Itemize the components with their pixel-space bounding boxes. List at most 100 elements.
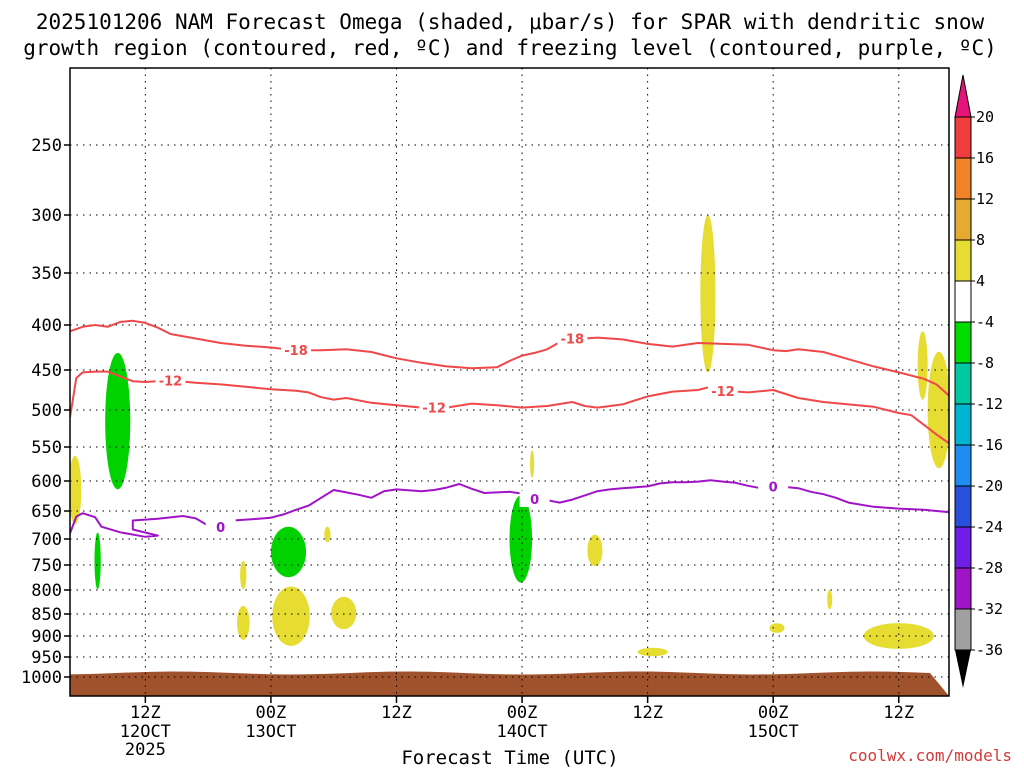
omega-yellow-14: [917, 331, 928, 400]
colorbar-segment: [954, 608, 972, 651]
contour-label-bg: [155, 372, 186, 389]
zero-isotherm-freezing-level: [70, 479, 949, 538]
contour-label-bg: [519, 491, 550, 507]
colorbar-segment: [954, 280, 972, 323]
colorbar-label: -12: [976, 395, 1003, 413]
x-tick-label: 12Z: [883, 703, 914, 723]
colorbar-label: 4: [976, 272, 985, 290]
colorbar-segment: [954, 157, 972, 200]
contour-label-bg: [557, 330, 588, 347]
omega-yellow-2: [240, 560, 247, 590]
omega-green-3: [270, 526, 307, 578]
contour-label: -12: [422, 402, 446, 417]
colorbar-label: 8: [976, 231, 985, 249]
colorbar-label: -4: [976, 313, 994, 331]
plot-frame: [69, 67, 950, 697]
contour-label-bg: [281, 342, 312, 359]
omega-yellow-11: [769, 623, 785, 633]
y-tick-label: 800: [31, 581, 62, 601]
grid: [70, 68, 949, 696]
omega-yellow-1: [70, 455, 82, 525]
omega-yellow-15: [927, 351, 949, 469]
colorbar-segment: [954, 239, 972, 282]
minus-12-isotherm: [70, 370, 949, 445]
y-tick-label: 250: [31, 136, 62, 156]
x-tick-label: 00Z: [758, 703, 789, 723]
colorbar-top-arrow: [954, 74, 972, 118]
colorbar-label: -20: [976, 477, 1003, 495]
ground-surface: [70, 671, 949, 696]
colorbar-label: -16: [976, 436, 1003, 454]
y-tick-label: 600: [31, 472, 62, 492]
colorbar: 20 16 12 8 4 -4 -8 -12 -16 -20 -24 -28 -32 -36: [954, 74, 1003, 688]
omega-yellow-3: [237, 605, 250, 640]
x-tick-label: 2025: [125, 740, 166, 760]
colorbar-segment: [954, 444, 972, 487]
colorbar-label: 12: [976, 190, 994, 208]
contour-label: -18: [561, 333, 585, 348]
contour-label: -12: [159, 374, 183, 389]
y-tick-label: 750: [31, 556, 62, 576]
colorbar-segment: [954, 116, 972, 159]
omega-green-1: [105, 352, 131, 490]
omega-yellow-4: [272, 586, 310, 646]
y-axis: 2503003504004505005506006507007508008509…: [21, 136, 70, 688]
isotherm-contours: -18 -18 -12 -12 -12 0 0 0: [70, 319, 949, 538]
contour-label: 0: [769, 480, 778, 495]
y-tick-label: 950: [31, 648, 62, 668]
y-tick-label: 550: [31, 438, 62, 458]
y-tick-label: 700: [31, 530, 62, 550]
colorbar-label: 20: [976, 108, 994, 126]
omega-yellow-5: [324, 526, 331, 543]
contour-label-bg: [205, 519, 236, 536]
x-tick-label: 15OCT: [748, 722, 799, 742]
x-tick-label: 12Z: [130, 703, 161, 723]
x-tick-label: 00Z: [507, 703, 538, 723]
y-tick-label: 400: [31, 316, 62, 336]
omega-yellow-13: [863, 623, 934, 649]
colorbar-label: -36: [976, 641, 1003, 659]
x-tick-label: 12Z: [381, 703, 412, 723]
x-axis-label: Forecast Time (UTC): [401, 747, 618, 768]
x-tick-label: 12Z: [632, 703, 663, 723]
contour-label: -12: [711, 385, 735, 400]
contour-label-bg: [758, 478, 789, 495]
x-tick-label: 12OCT: [120, 722, 171, 742]
colorbar-label: -28: [976, 559, 1003, 577]
chart-title-line1: 2025101206 NAM Forecast Omega (shaded, μ…: [36, 10, 985, 34]
omega-yellow-7: [530, 450, 535, 478]
omega-yellow-6: [331, 596, 357, 630]
omega-yellow-12: [827, 590, 833, 610]
y-tick-label: 350: [31, 264, 62, 284]
colorbar-segment: [954, 403, 972, 446]
contour-label: -18: [284, 344, 308, 359]
colorbar-label: -24: [976, 518, 1003, 536]
colorbar-label: -32: [976, 600, 1003, 618]
credit-link[interactable]: coolwx.com/models: [848, 746, 1012, 765]
chart-title-line2: growth region (contoured, red, ºC) and f…: [23, 36, 997, 60]
y-tick-label: 1000: [21, 668, 62, 688]
y-tick-label: 450: [31, 361, 62, 381]
x-tick-label: 00Z: [256, 703, 287, 723]
y-tick-label: 850: [31, 605, 62, 625]
contour-label-bg: [707, 382, 738, 399]
omega-yellow-9: [700, 215, 716, 373]
x-tick-label: 14OCT: [496, 722, 547, 742]
x-tick-label: 13OCT: [245, 722, 296, 742]
colorbar-segment: [954, 321, 972, 364]
contour-label-bg: [419, 399, 450, 416]
contour-label: 0: [216, 521, 225, 536]
y-tick-label: 650: [31, 502, 62, 522]
colorbar-segment: [954, 198, 972, 241]
omega-shading: [70, 215, 949, 696]
colorbar-segment: [954, 485, 972, 528]
y-tick-label: 900: [31, 627, 62, 647]
y-tick-label: 300: [31, 206, 62, 226]
colorbar-segment: [954, 526, 972, 569]
y-tick-label: 500: [31, 401, 62, 421]
colorbar-bottom-arrow: [955, 650, 971, 688]
omega-yellow-8: [587, 534, 603, 567]
omega-green-2: [94, 532, 101, 590]
omega-green-4: [509, 495, 533, 583]
